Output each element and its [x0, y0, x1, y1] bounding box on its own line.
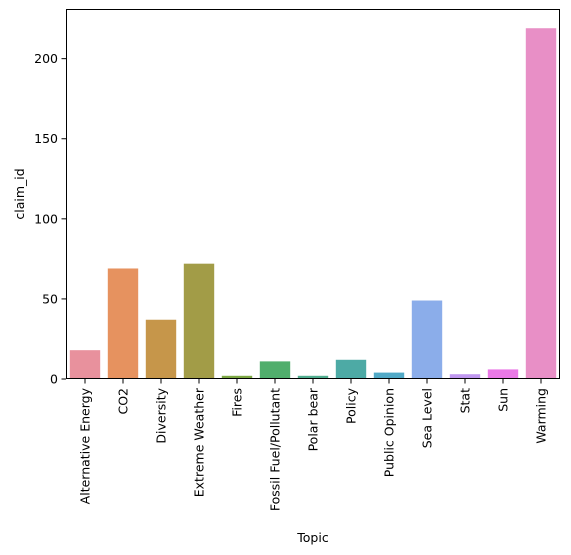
- x-tick-label: Warming: [534, 388, 549, 444]
- x-tick-label: CO2: [116, 388, 131, 415]
- bar-warming: [525, 28, 557, 379]
- bar-sun: [487, 369, 519, 379]
- x-tick-label: Policy: [344, 387, 359, 424]
- plot-frame: [66, 9, 560, 379]
- bar-alternative-energy: [69, 350, 101, 379]
- bar-diversity: [145, 319, 177, 379]
- bars-group: [69, 28, 557, 379]
- bar-stat: [449, 374, 481, 379]
- y-tick-label: 150: [34, 131, 58, 146]
- y-tick-label: 0: [50, 372, 58, 387]
- x-tick-label: Extreme Weather: [192, 387, 207, 497]
- bar-policy: [335, 359, 367, 379]
- x-tick-label: Sea Level: [420, 388, 435, 448]
- x-axis: Alternative Energy CO2 Diversity Extreme We…: [78, 379, 549, 511]
- x-tick-label: Fires: [230, 388, 245, 417]
- x-axis-title: Topic: [296, 530, 329, 545]
- x-tick-label: Public Opinion: [382, 388, 397, 477]
- bar-public-opinion: [373, 372, 405, 379]
- y-tick-label: 50: [42, 291, 58, 306]
- bar-polar-bear: [297, 375, 329, 379]
- x-tick-label: Alternative Energy: [78, 387, 93, 504]
- bar-extreme-weather: [183, 263, 215, 379]
- bar-fires: [221, 375, 253, 379]
- x-tick-label: Polar bear: [306, 387, 321, 451]
- y-tick-label: 100: [34, 211, 58, 226]
- y-axis: 0 50 100 150 200: [34, 51, 66, 387]
- x-tick-label: Fossil Fuel/Pollutant: [268, 388, 283, 511]
- bar-sea-level: [411, 300, 443, 379]
- x-tick-label: Stat: [458, 388, 473, 413]
- x-tick-label: Sun: [496, 388, 511, 412]
- bar-fossil-fuel-pollutant: [259, 361, 291, 379]
- bar-co2: [107, 268, 139, 379]
- x-tick-label: Diversity: [154, 387, 169, 443]
- y-axis-title: claim_id: [12, 168, 27, 219]
- y-tick-label: 200: [34, 51, 58, 66]
